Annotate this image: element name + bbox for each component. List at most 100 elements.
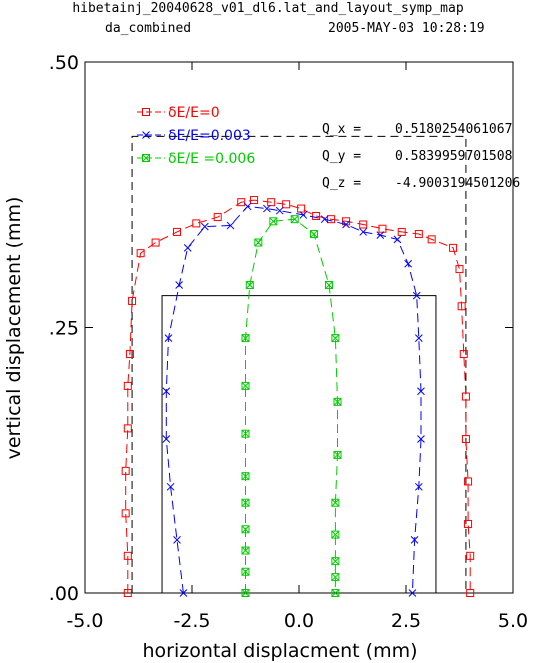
data-point (282, 200, 291, 209)
aperture-boxes (131, 135, 467, 593)
data-point (408, 589, 417, 597)
data-point (123, 381, 132, 390)
data-point (327, 215, 336, 224)
legend-label: δE/E=0 (168, 105, 220, 121)
data-point (179, 589, 188, 597)
data-point (237, 198, 246, 207)
data-point (173, 227, 182, 236)
data-point (128, 296, 137, 305)
data-point (245, 281, 254, 290)
data-point (192, 219, 201, 228)
data-point (464, 519, 473, 528)
y-axis-label: vertical displacement (mm) (3, 197, 25, 460)
data-point (333, 397, 342, 406)
x-tick-label: 5.0 (498, 610, 528, 632)
data-point-cross (241, 429, 250, 438)
data-point (175, 281, 184, 289)
tune-label: Q_x = (322, 122, 361, 137)
data-point (309, 230, 318, 239)
data-point (410, 536, 419, 544)
aperture-dashed (131, 135, 467, 593)
data-point-cross (331, 573, 340, 581)
data-point-cross (241, 498, 250, 507)
chart-header-line2-right: 2005-MAY-03 10:28:19 (328, 21, 485, 36)
data-point-cross (290, 215, 299, 224)
data-point (162, 435, 171, 443)
series-2 (241, 215, 342, 597)
data-point (397, 227, 406, 236)
data-point (151, 238, 160, 247)
data-point (457, 302, 466, 311)
data-series (121, 196, 475, 597)
data-point (241, 334, 250, 343)
data-point-cross (331, 498, 340, 507)
legend-label: δE/E=0.003 (168, 128, 251, 144)
data-point (121, 466, 130, 475)
data-point (464, 477, 473, 486)
data-point (414, 230, 423, 239)
data-point (331, 573, 340, 582)
data-point (226, 221, 235, 230)
data-point (312, 211, 321, 220)
data-point (241, 525, 250, 534)
data-point (166, 482, 175, 491)
data-point (183, 243, 192, 252)
data-point (331, 557, 340, 566)
data-point (412, 291, 421, 300)
data-point (213, 213, 222, 222)
data-point (466, 589, 475, 597)
legend-marker (142, 108, 150, 116)
data-point (125, 350, 134, 359)
data-point (290, 215, 299, 224)
data-point (275, 206, 284, 215)
data-point (466, 551, 475, 560)
data-point (263, 204, 271, 213)
data-point-cross (241, 382, 250, 390)
data-point (455, 265, 464, 274)
tune-label: Q_z = (322, 176, 361, 191)
data-point (320, 215, 329, 224)
data-point (123, 551, 132, 560)
data-point (414, 482, 423, 491)
x-tick-label: 2.5 (391, 610, 421, 632)
data-point-cross (333, 397, 342, 406)
data-point (269, 217, 278, 226)
series-line (125, 199, 471, 593)
data-point (378, 224, 387, 233)
data-point-cross (269, 217, 278, 226)
data-point (121, 509, 130, 518)
y-tick-label: .25 (49, 318, 79, 340)
axis-ticks: -5.0 -2.5 0.0 2.5 5.0 .00 .25 .50 (49, 52, 528, 632)
data-point (241, 589, 250, 597)
data-point (331, 334, 340, 343)
x-tick-label: 0.0 (284, 610, 314, 632)
data-point (267, 198, 276, 207)
data-point (393, 235, 402, 244)
data-point (250, 196, 259, 205)
data-point (123, 589, 132, 597)
data-point (241, 429, 250, 438)
data-point (359, 228, 368, 236)
tune-value: 0.5180254061067 (395, 122, 512, 137)
data-point (243, 202, 252, 211)
data-point (427, 235, 436, 244)
chart-header-line2-left: da_combined (105, 21, 191, 36)
data-point (342, 220, 350, 229)
data-point-cross (241, 525, 250, 534)
plot-frame (84, 61, 514, 594)
data-point (404, 259, 412, 268)
data-point (241, 567, 250, 576)
data-point (376, 231, 385, 239)
series-1 (162, 202, 425, 597)
tune-value: -4.9003194501206 (395, 176, 520, 191)
data-point (200, 222, 209, 231)
data-point (299, 211, 308, 219)
data-point-cross (333, 451, 342, 459)
data-point (461, 392, 470, 401)
data-point (241, 498, 250, 507)
data-point (297, 204, 306, 213)
tune-label: Q_y = (322, 149, 361, 164)
y-tick-label: .50 (49, 52, 79, 74)
y-tick-label: .00 (49, 583, 79, 605)
